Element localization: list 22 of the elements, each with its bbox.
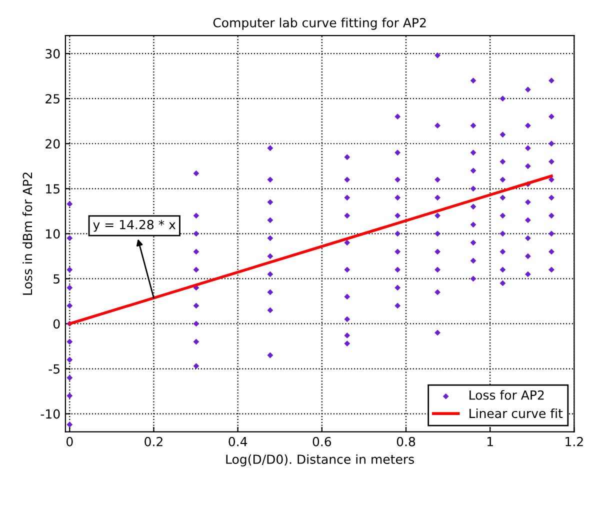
x-tick-label: 0.4	[228, 436, 248, 446]
y-tick-label: 10	[46, 229, 60, 239]
x-tick-label: 1	[487, 437, 493, 446]
annotation: y = 14.28 * x	[93, 220, 176, 232]
y-tick-label: 15	[46, 184, 60, 194]
y-tick-label: 5	[54, 274, 60, 284]
x-tick-label: 1.2	[566, 436, 583, 446]
y-tick-label: 0	[53, 319, 60, 329]
y-tick-label: 25	[46, 94, 60, 104]
x-tick-label: 0.6	[312, 436, 332, 446]
y-tick-label: 30	[46, 49, 60, 58]
x-tick-label: 0.2	[144, 436, 162, 446]
y-tick-label: 20	[46, 139, 60, 149]
legend-label: Linear curve fit	[470, 408, 563, 418]
y-tick-label: -5	[48, 364, 60, 374]
legend-label: Loss for AP2	[470, 390, 544, 400]
x-tick-label: 0.8	[396, 436, 416, 446]
x-axis-title: Log(D/D0). Distance in meters	[226, 454, 414, 466]
x-tick-label: 0	[66, 436, 73, 446]
y-tick-label: -10	[40, 409, 60, 419]
chart-title: Computer lab curve fitting for AP2	[213, 18, 426, 30]
y-axis-title: Loss in dBm for AP2	[22, 172, 32, 295]
